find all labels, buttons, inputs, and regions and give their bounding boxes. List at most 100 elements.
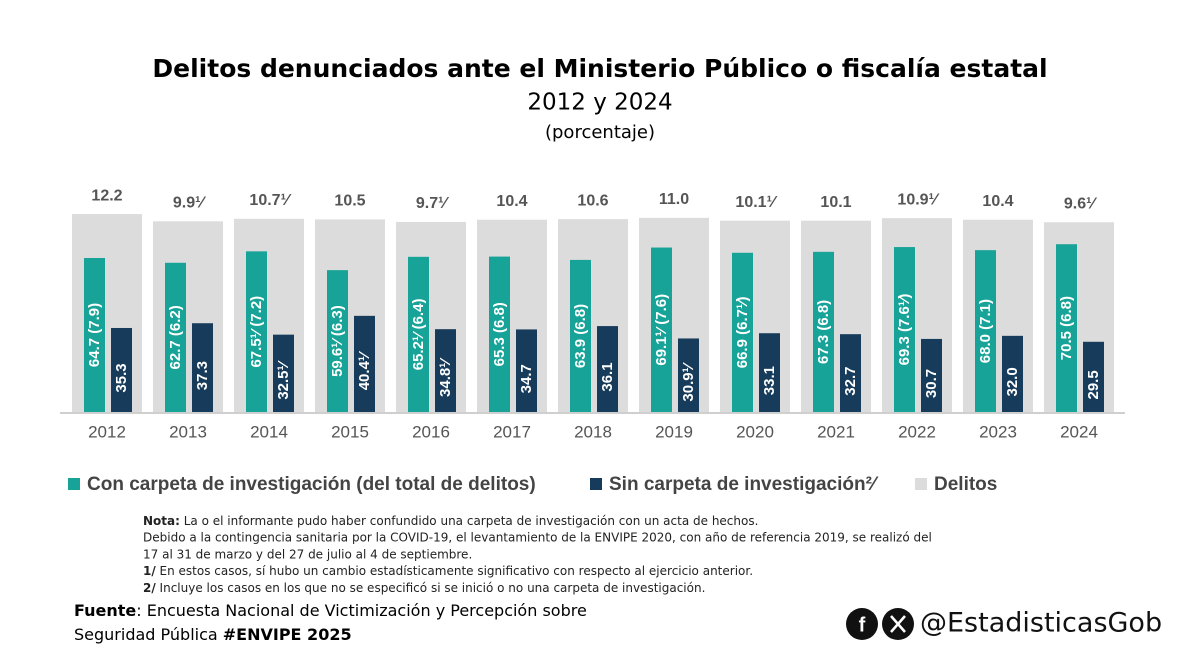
bar-value-label: 35.3 (113, 363, 130, 392)
bar-value-label: 40.4¹⁄ (356, 350, 373, 390)
bar-value-label: 68.0 (7.1) (977, 299, 994, 363)
delitos-label: 10.1 (820, 194, 851, 211)
bar (273, 334, 294, 412)
bar (570, 259, 591, 412)
bar (1002, 335, 1023, 412)
bar-value-label: 59.6¹⁄ (6.3) (329, 305, 346, 377)
bar (327, 270, 348, 412)
bar-value-label: 66.9 (6.7¹⁄) (734, 297, 751, 369)
source-text: : Encuesta Nacional de Victimización y P… (136, 601, 587, 620)
bar-value-label: 67.3 (6.8) (815, 300, 832, 364)
bar-value-label: 30.7 (923, 369, 940, 398)
facebook-icon (846, 608, 878, 640)
x-tick-label: 2019 (655, 422, 693, 441)
facebook-glyph: f (859, 614, 866, 636)
bar (111, 327, 132, 412)
note-text: En estos casos, sí hubo un cambio estadí… (156, 564, 753, 578)
source-tag: #ENVIPE 2025 (223, 625, 352, 644)
bar (597, 326, 618, 412)
bar (840, 334, 861, 412)
bar (165, 262, 186, 412)
bar-value-label: 69.1¹⁄ (7.6) (653, 294, 670, 366)
bar (192, 323, 213, 412)
delitos-label: 10.1¹⁄ (735, 194, 777, 211)
bar (894, 247, 915, 412)
bar (489, 256, 510, 412)
bar (975, 250, 996, 412)
legend-label: Sin carpeta de investigación²⁄ (609, 474, 879, 495)
legend-label: Con carpeta de investigación (del total … (87, 474, 536, 495)
delitos-label: 10.9¹⁄ (897, 191, 939, 208)
bar (813, 251, 834, 412)
x-tick-label: 2021 (817, 422, 855, 441)
bar-value-label: 33.1 (761, 366, 778, 395)
x-tick-label: 2014 (250, 422, 288, 441)
bar-value-label: 69.3 (7.6¹⁄) (896, 294, 913, 366)
note-label: Nota: (143, 514, 180, 528)
legend-swatch (590, 478, 602, 490)
note-text: La o el informante pudo haber confundido… (180, 514, 759, 528)
bar-value-label: 65.2¹⁄ (6.4) (410, 299, 427, 371)
bar (354, 315, 375, 412)
bar (84, 258, 105, 412)
bar (921, 338, 942, 412)
bar-value-label: 63.9 (6.8) (572, 304, 589, 368)
source-label: Fuente (74, 601, 136, 620)
delitos-label: 12.2 (91, 187, 122, 204)
note-text: 17 al 31 de marzo y del 27 de julio al 4… (143, 547, 472, 561)
note-line: 2/ Incluye los casos en los que no se es… (143, 580, 705, 594)
bar-value-label: 70.5 (6.8) (1058, 296, 1075, 360)
bar-value-label: 32.7 (842, 366, 859, 395)
bar-value-label: 62.7 (6.2) (167, 305, 184, 369)
note-text: Incluye los casos en los que no se espec… (156, 580, 706, 594)
x-tick-label: 2024 (1060, 422, 1098, 441)
source-line: Seguridad Pública #ENVIPE 2025 (74, 625, 352, 644)
note-label: 2/ (143, 580, 156, 594)
delitos-label: 10.6 (577, 192, 608, 209)
bar-value-label: 64.7 (7.9) (86, 303, 103, 367)
x-tick-label: 2015 (331, 422, 369, 441)
bar (1056, 244, 1077, 412)
bar (435, 329, 456, 412)
legend-label: Delitos (934, 474, 997, 495)
bar (516, 329, 537, 412)
social-icons: f (846, 608, 914, 640)
delitos-label: 9.6¹⁄ (1064, 195, 1098, 212)
bar (246, 251, 267, 412)
delitos-label: 10.4 (496, 193, 527, 210)
bar (1083, 341, 1104, 412)
bar-value-label: 30.9¹⁄ (680, 361, 697, 401)
x-tick-label: 2023 (979, 422, 1017, 441)
bar-value-label: 32.0 (1004, 367, 1021, 396)
x-tick-label: 2018 (574, 422, 612, 441)
source-text: Seguridad Pública (74, 625, 223, 644)
bar-value-label: 34.8¹⁄ (437, 357, 454, 397)
handle: @EstadisticasGob (920, 608, 1162, 639)
delitos-label: 10.4 (982, 193, 1013, 210)
x-tick-label: 2020 (736, 422, 774, 441)
delitos-label: 11.0 (659, 191, 689, 208)
delitos-label: 10.7¹⁄ (249, 192, 291, 209)
legend-swatch (915, 478, 927, 490)
x-tick-label: 2012 (88, 422, 126, 441)
note-line: Nota: La o el informante pudo haber conf… (143, 514, 758, 528)
bar-value-label: 36.1 (599, 362, 616, 391)
note-line: 1/ En estos casos, sí hubo un cambio est… (143, 564, 753, 578)
x-tick-label: 2016 (412, 422, 450, 441)
bar (732, 252, 753, 412)
note-label: 1/ (143, 564, 156, 578)
x-tick-label: 2013 (169, 422, 207, 441)
bar-value-label: 65.3 (6.8) (491, 302, 508, 366)
bar-value-label: 34.7 (518, 364, 535, 393)
x-tick-label: 2017 (493, 422, 531, 441)
delitos-label: 10.5 (334, 193, 365, 210)
source-line: Fuente: Encuesta Nacional de Victimizaci… (74, 601, 587, 620)
bar (408, 256, 429, 412)
legend-swatch (68, 478, 80, 490)
delitos-label: 9.7¹⁄ (416, 195, 450, 212)
bar (651, 247, 672, 412)
note-line: Debido a la contingencia sanitaria por l… (143, 530, 932, 544)
x-tick-label: 2022 (898, 422, 936, 441)
x-glyph (890, 615, 906, 633)
